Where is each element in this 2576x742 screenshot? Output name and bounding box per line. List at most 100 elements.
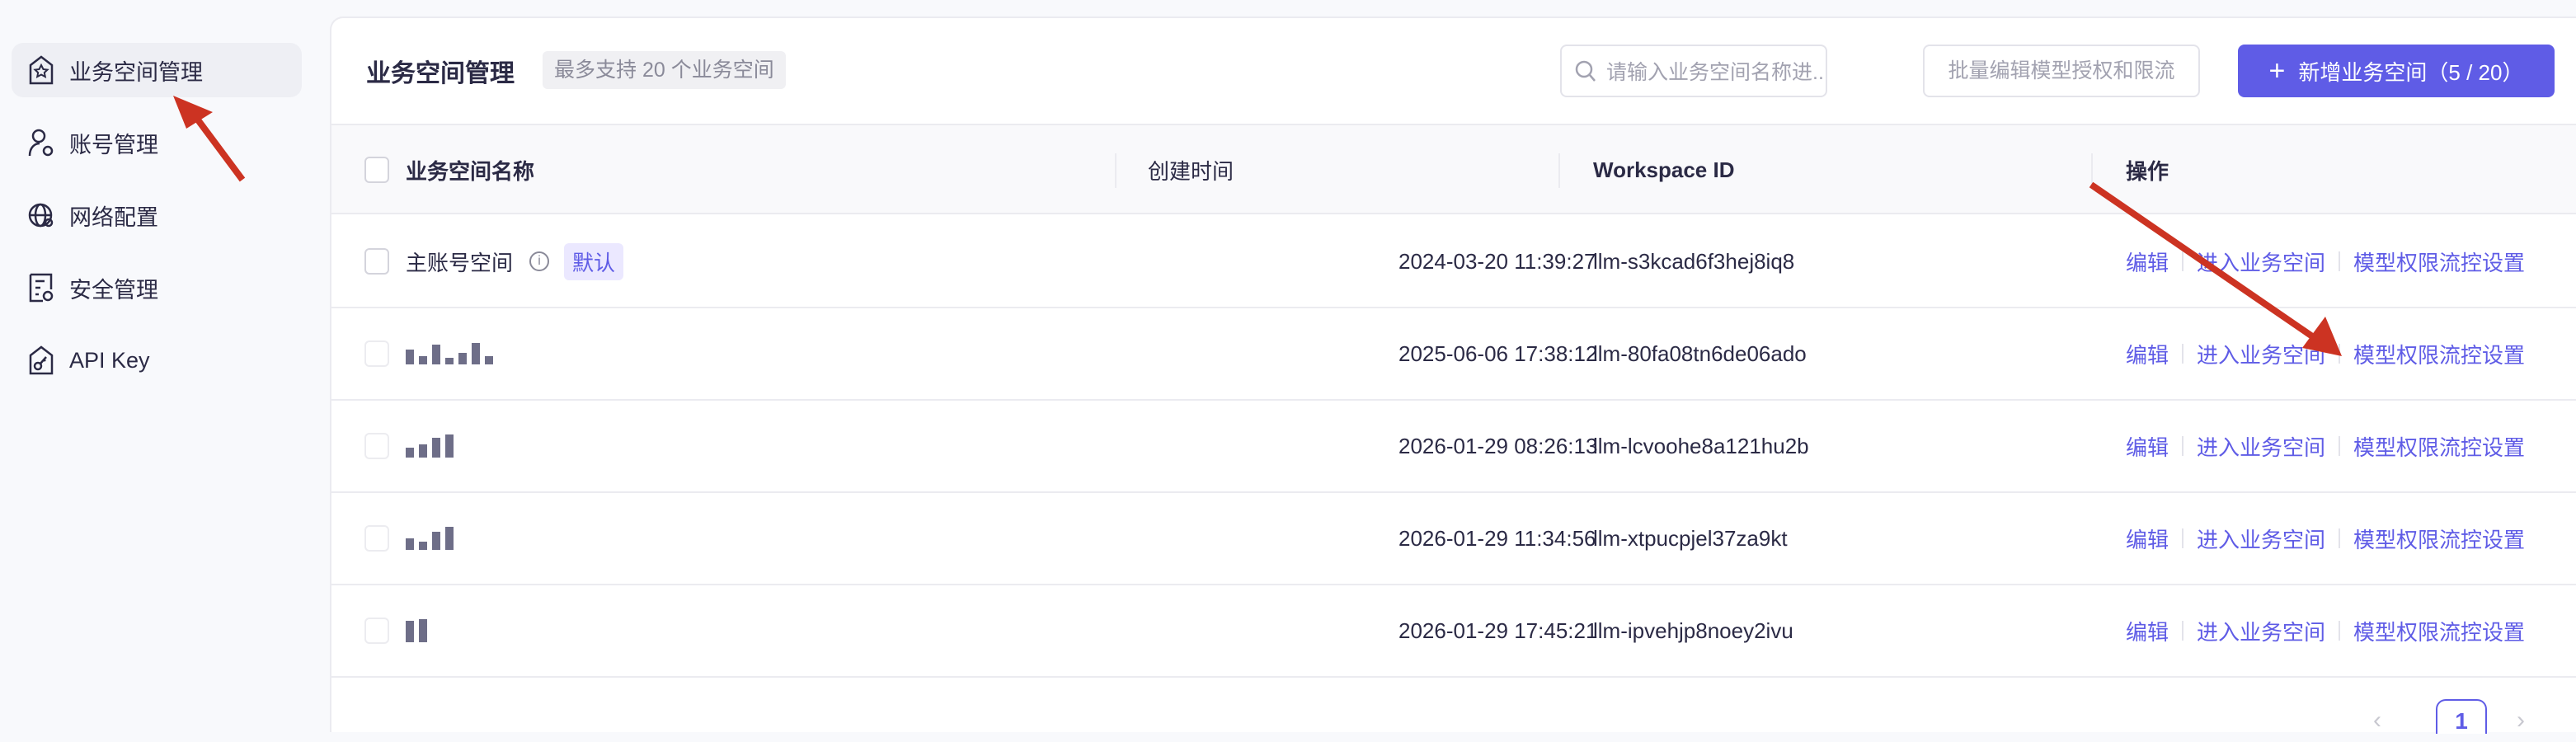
- redaction-block: [445, 434, 454, 458]
- redaction-block: [432, 438, 440, 458]
- model-settings-link[interactable]: 模型权限流控设置: [2353, 619, 2526, 645]
- redaction-block: [406, 350, 414, 364]
- divider: [2182, 528, 2184, 548]
- column-divider: [1115, 153, 1116, 188]
- created-cell: 2026-01-29 17:45:21: [1398, 618, 1598, 643]
- sidebar-item-api-key[interactable]: API Key: [12, 333, 302, 387]
- column-divider: [1558, 153, 1560, 188]
- divider: [2339, 251, 2341, 271]
- redaction-block: [406, 538, 414, 550]
- divider: [2182, 344, 2184, 364]
- column-actions: 操作: [2126, 158, 2169, 184]
- redaction-block: [432, 345, 440, 364]
- sidebar: 业务空间管理 账号管理 网络配置 安全管理 API Key: [0, 0, 330, 732]
- row-checkbox[interactable]: [364, 618, 389, 644]
- enter-workspace-link[interactable]: 进入业务空间: [2197, 434, 2326, 460]
- main-panel: 业务空间管理 最多支持 20 个业务空间 请输入业务空间名称进... 批量编辑模…: [330, 16, 2576, 734]
- row-checkbox[interactable]: [364, 248, 389, 275]
- created-cell: 2025-06-06 17:38:12: [1398, 340, 1598, 366]
- actions-cell: 编辑 进入业务空间 模型权限流控设置: [2126, 585, 2525, 676]
- redaction-block: [406, 448, 414, 458]
- page-1-button[interactable]: 1: [2436, 699, 2487, 734]
- globe-icon: [28, 203, 54, 228]
- table-header: 业务空间名称 创建时间 Workspace ID 操作: [331, 124, 2576, 214]
- info-icon[interactable]: i: [529, 251, 550, 271]
- created-cell: 2026-01-29 08:26:13: [1398, 433, 1598, 458]
- table-row: 2025-06-06 17:38:12 llm-80fa08tn6de06ado…: [331, 308, 2576, 401]
- divider: [2339, 528, 2341, 548]
- name-cell: [364, 308, 493, 399]
- divider: [2182, 621, 2184, 641]
- key-icon: [29, 345, 54, 375]
- enter-workspace-link[interactable]: 进入业务空间: [2197, 250, 2326, 275]
- divider: [2339, 344, 2341, 364]
- batch-edit-button[interactable]: 批量编辑模型授权和限流: [1923, 45, 2200, 97]
- sidebar-item-label: 安全管理: [69, 277, 158, 303]
- divider: [2339, 436, 2341, 456]
- column-created: 创建时间: [1148, 158, 1234, 184]
- column-workspace-id: Workspace ID: [1593, 157, 1735, 182]
- edit-link[interactable]: 编辑: [2126, 527, 2169, 552]
- redaction-block: [458, 353, 467, 364]
- limit-badge: 最多支持 20 个业务空间: [543, 51, 786, 89]
- created-cell: 2024-03-20 11:39:27: [1398, 248, 1596, 274]
- workspace-id-cell: llm-lcvoohe8a121hu2b: [1593, 433, 1809, 458]
- sidebar-item-accounts[interactable]: 账号管理: [12, 115, 302, 170]
- redaction-block: [406, 621, 414, 642]
- redaction-block: [419, 542, 427, 550]
- enter-workspace-link[interactable]: 进入业务空间: [2197, 527, 2326, 552]
- name-cell: 主账号空间 i 默认: [364, 216, 624, 307]
- model-settings-link[interactable]: 模型权限流控设置: [2353, 342, 2526, 368]
- divider: [2339, 621, 2341, 641]
- sidebar-item-label: 业务空间管理: [69, 59, 203, 85]
- redaction-block: [445, 358, 454, 364]
- model-settings-link[interactable]: 模型权限流控设置: [2353, 434, 2526, 460]
- add-workspace-label: 新增业务空间（5 / 20）: [2298, 59, 2524, 85]
- enter-workspace-link[interactable]: 进入业务空间: [2197, 342, 2326, 368]
- edit-link[interactable]: 编辑: [2126, 250, 2169, 275]
- security-doc-icon: [29, 273, 54, 303]
- model-settings-link[interactable]: 模型权限流控设置: [2353, 527, 2526, 552]
- prev-page-icon[interactable]: ‹: [2373, 707, 2381, 734]
- enter-workspace-link[interactable]: 进入业务空间: [2197, 619, 2326, 645]
- divider: [2182, 436, 2184, 456]
- sidebar-item-workspace[interactable]: 业务空间管理: [12, 43, 302, 97]
- next-page-icon[interactable]: ›: [2517, 707, 2525, 734]
- model-settings-link[interactable]: 模型权限流控设置: [2353, 250, 2526, 275]
- actions-cell: 编辑 进入业务空间 模型权限流控设置: [2126, 401, 2525, 491]
- workspace-id-cell: llm-s3kcad6f3hej8iq8: [1593, 248, 1795, 274]
- row-checkbox[interactable]: [364, 525, 389, 552]
- plus-icon: +: [2268, 55, 2286, 87]
- redaction-block: [472, 343, 480, 364]
- workspace-id-cell: llm-xtpucpjel37za9kt: [1593, 525, 1788, 551]
- column-divider: [2091, 153, 2093, 188]
- page-title: 业务空间管理: [366, 60, 515, 87]
- default-tag: 默认: [564, 242, 624, 280]
- edit-link[interactable]: 编辑: [2126, 434, 2169, 460]
- row-checkbox[interactable]: [364, 433, 389, 459]
- redaction-block: [432, 532, 440, 550]
- edit-link[interactable]: 编辑: [2126, 342, 2169, 368]
- redaction-block: [419, 444, 427, 458]
- divider: [2182, 251, 2184, 271]
- sidebar-item-label: API Key: [69, 347, 150, 373]
- search-icon: [1575, 60, 1596, 82]
- sidebar-item-security[interactable]: 安全管理: [12, 261, 302, 315]
- redaction-block: [445, 527, 454, 550]
- workspace-name: 主账号空间: [406, 250, 514, 275]
- add-workspace-button[interactable]: + 新增业务空间（5 / 20）: [2238, 45, 2555, 97]
- user-gear-icon: [28, 129, 54, 157]
- workspace-name-redacted: [406, 527, 454, 550]
- search-input[interactable]: 请输入业务空间名称进...: [1560, 45, 1827, 97]
- workspace-id-cell: llm-ipvehjp8noey2ivu: [1593, 618, 1793, 643]
- sidebar-item-network[interactable]: 网络配置: [12, 188, 302, 242]
- edit-link[interactable]: 编辑: [2126, 619, 2169, 645]
- redaction-block: [419, 619, 427, 642]
- workspace-name-redacted: [406, 619, 427, 642]
- row-checkbox[interactable]: [364, 340, 389, 367]
- table-row: 2026-01-29 17:45:21 llm-ipvehjp8noey2ivu…: [331, 585, 2576, 678]
- table-row: 2026-01-29 08:26:13 llm-lcvoohe8a121hu2b…: [331, 401, 2576, 493]
- table-row: 2026-01-29 11:34:56 llm-xtpucpjel37za9kt…: [331, 493, 2576, 585]
- select-all-checkbox[interactable]: [364, 157, 389, 183]
- workspace-name-redacted: [406, 343, 493, 364]
